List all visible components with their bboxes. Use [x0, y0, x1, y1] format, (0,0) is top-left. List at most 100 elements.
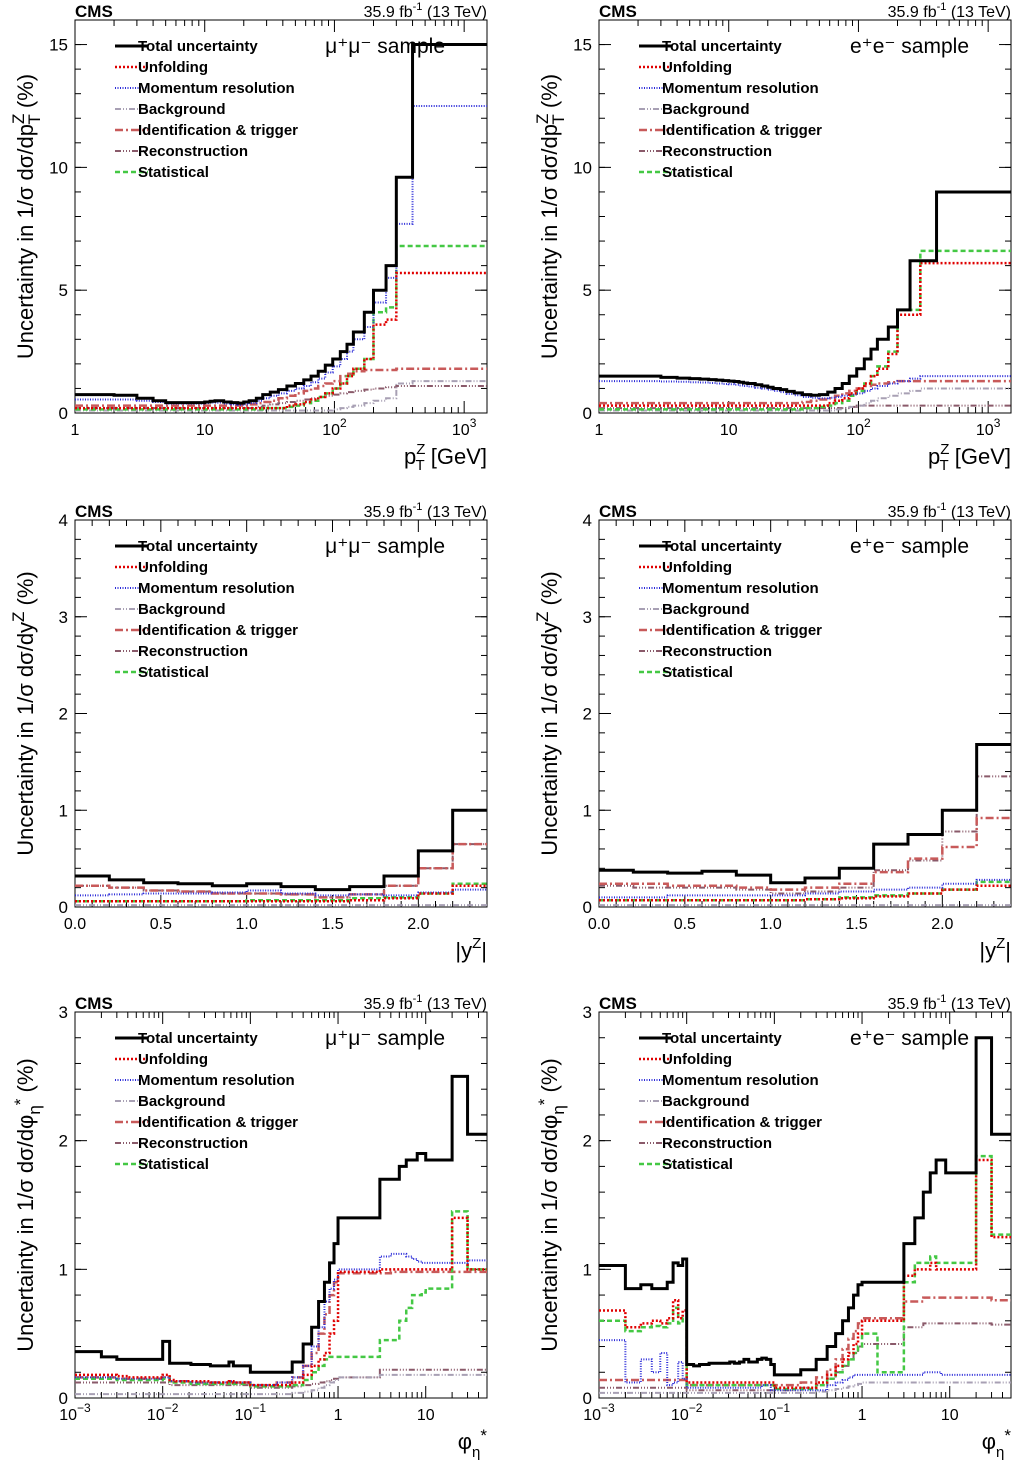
legend-entry: Unfolding — [662, 559, 732, 576]
legend-entry: Total uncertainty — [662, 538, 782, 555]
legend-entry: Background — [662, 101, 750, 118]
legend-entry: Unfolding — [662, 59, 732, 76]
y-axis-title: Uncertainty in 1/σ dσ/dyZ (%) — [9, 571, 38, 856]
legend-entry: Momentum resolution — [662, 1072, 819, 1089]
plot-frame — [598, 1011, 1012, 1399]
y-tick-label: 4 — [583, 511, 592, 530]
legend-entry: Statistical — [138, 1156, 209, 1173]
y-tick-label: 0 — [583, 898, 592, 917]
y-tick-label: 0 — [59, 898, 68, 917]
y-tick-label: 3 — [59, 1003, 68, 1022]
x-tick-label: 103 — [452, 416, 477, 439]
y-axis-title: Uncertainty in 1/σ dσ/dφη* (%) — [535, 1058, 568, 1352]
legend-entry: Unfolding — [138, 59, 208, 76]
series-reconstruction — [75, 843, 487, 899]
x-tick-label: 2.0 — [931, 916, 953, 933]
series-total-uncertainty — [599, 1036, 1011, 1377]
y-tick-label: 1 — [583, 801, 592, 820]
lumi-label: 35.9 fb-1 (13 TeV) — [888, 501, 1011, 521]
y-tick-label: 15 — [49, 36, 68, 55]
x-tick-label: 1 — [595, 422, 604, 439]
y-tick-label: 0 — [583, 404, 592, 423]
sample-label: μ⁺μ⁻ sample — [325, 535, 445, 558]
x-tick-label: 10−2 — [147, 1401, 179, 1424]
x-tick-label: 0.5 — [674, 916, 696, 933]
legend-entry: Momentum resolution — [662, 580, 819, 597]
y-tick-label: 0 — [59, 1389, 68, 1408]
x-tick-label: 102 — [322, 416, 347, 439]
y-tick-label: 2 — [59, 1132, 68, 1151]
series-reconstruction — [75, 384, 487, 410]
sample-label: e⁺e⁻ sample — [850, 535, 969, 558]
x-tick-label: 1.0 — [236, 916, 258, 933]
y-tick-label: 1 — [59, 1260, 68, 1279]
series-statistical — [599, 249, 1011, 411]
legend-entry: Statistical — [662, 1156, 733, 1173]
sample-label: e⁺e⁻ sample — [850, 1027, 969, 1050]
lumi-label: 35.9 fb-1 (13 TeV) — [364, 501, 487, 521]
x-tick-label: 10−3 — [583, 1401, 615, 1424]
legend-entry: Total uncertainty — [662, 1030, 782, 1047]
x-tick-label: 1 — [71, 422, 80, 439]
legend-entry: Identification & trigger — [662, 122, 822, 139]
series-statistical — [75, 244, 487, 411]
legend-entry: Unfolding — [138, 559, 208, 576]
series-total-uncertainty — [75, 1074, 487, 1374]
sample-label: μ⁺μ⁻ sample — [325, 1027, 445, 1050]
series-momentum-resolution — [599, 375, 1011, 400]
x-tick-label: 1.0 — [760, 916, 782, 933]
series-unfolding — [75, 1216, 487, 1387]
legend: Total uncertainty Unfolding Momentum resol… — [115, 538, 298, 681]
y-tick-label: 0 — [583, 1389, 592, 1408]
legend-entry: Reconstruction — [138, 1135, 248, 1152]
x-tick-label: 0.0 — [64, 916, 86, 933]
y-axis-title: Uncertainty in 1/σ dσ/dyZ (%) — [533, 571, 562, 856]
y-tick-label: 10 — [49, 158, 68, 177]
y-tick-label: 2 — [583, 705, 592, 724]
series-reconstruction — [599, 1322, 1011, 1392]
x-axis-title: pZ T [GeV] — [404, 441, 487, 474]
legend-entry: Reconstruction — [662, 143, 772, 160]
x-tick-label: 10 — [417, 1407, 435, 1424]
sample-label: e⁺e⁻ sample — [850, 35, 969, 58]
legend-entry: Momentum resolution — [138, 80, 295, 97]
legend-entry: Background — [138, 101, 226, 118]
legend-entry: Identification & trigger — [662, 1114, 822, 1131]
panel-6: 0 1 2 3 10−3 10−2 10−1 1 10 φη* Uncertainty in 1/σ… — [535, 993, 1012, 1461]
x-tick-label: 103 — [976, 416, 1001, 439]
x-tick-label: 102 — [846, 416, 871, 439]
experiment-label: CMS — [599, 502, 637, 521]
series-total-uncertainty — [75, 808, 487, 892]
x-axis-title: pZ T [GeV] — [928, 441, 1011, 474]
x-tick-label: 10−3 — [59, 1401, 91, 1424]
legend-entry: Momentum resolution — [138, 1072, 295, 1089]
x-tick-label: 10 — [941, 1407, 959, 1424]
legend-entry: Momentum resolution — [662, 80, 819, 97]
series-identification-trigger — [75, 842, 487, 899]
series-momentum-resolution — [599, 878, 1011, 899]
plot-frame — [74, 519, 488, 908]
x-axis-title: φη* — [982, 1426, 1012, 1461]
legend-entry: Total uncertainty — [138, 538, 258, 555]
series-background — [599, 1381, 1011, 1394]
x-tick-label: 10 — [720, 422, 738, 439]
series-group — [75, 43, 487, 412]
series-identification-trigger — [599, 816, 1011, 891]
legend: Total uncertainty Unfolding Momentum resol… — [639, 1030, 822, 1173]
series-unfolding — [599, 884, 1011, 902]
plot-frame — [598, 19, 1012, 414]
experiment-label: CMS — [75, 2, 113, 21]
legend-entry: Statistical — [138, 164, 209, 181]
series-reconstruction — [599, 775, 1011, 895]
plot-frame — [74, 19, 488, 414]
legend: Total uncertainty Unfolding Momentum resol… — [115, 1030, 298, 1173]
series-reconstruction — [75, 1368, 487, 1389]
series-identification-trigger — [599, 379, 1011, 405]
series-momentum-resolution — [599, 1339, 1011, 1392]
sample-label: μ⁺μ⁻ sample — [325, 35, 445, 58]
series-group — [75, 808, 487, 907]
series-momentum-resolution — [75, 888, 487, 897]
y-tick-label: 1 — [583, 1260, 592, 1279]
legend-entry: Background — [662, 1093, 750, 1110]
